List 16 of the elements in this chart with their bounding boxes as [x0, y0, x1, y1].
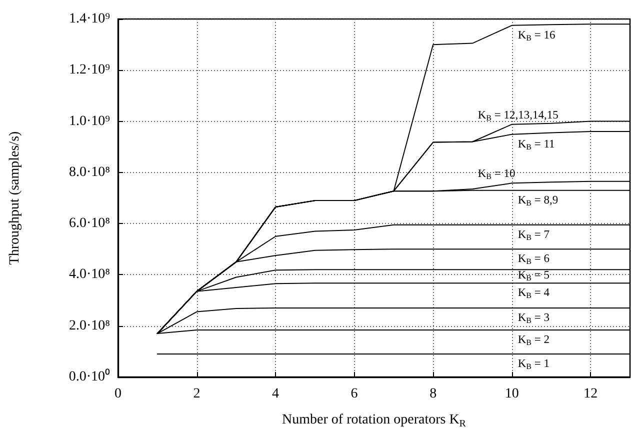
x-tick-label: 4	[272, 386, 280, 402]
y-tick-label: 8.0·10⁸	[68, 164, 110, 180]
y-axis-title: Throughput (samples/s)	[8, 130, 22, 265]
x-tick-label: 2	[193, 386, 200, 402]
y-tick-label: 2.0·10⁸	[68, 318, 110, 334]
y-tick-label: 0.0·10⁰	[68, 368, 110, 384]
x-tick-label: 6	[350, 386, 358, 402]
y-tick-label: 1.2·10⁹	[68, 62, 110, 78]
x-tick-label: 12	[584, 386, 598, 402]
x-tick-label: 0	[114, 386, 122, 402]
y-tick-label: 1.0·10⁹	[68, 114, 110, 129]
y-tick-label: 6.0·10⁸	[68, 216, 110, 232]
x-tick-label: 10	[504, 386, 519, 402]
y-tick-label: 4.0·10⁸	[68, 267, 110, 282]
y-tick-label: 1.4·10⁹	[68, 12, 110, 26]
x-tick-label: 8	[430, 386, 437, 402]
